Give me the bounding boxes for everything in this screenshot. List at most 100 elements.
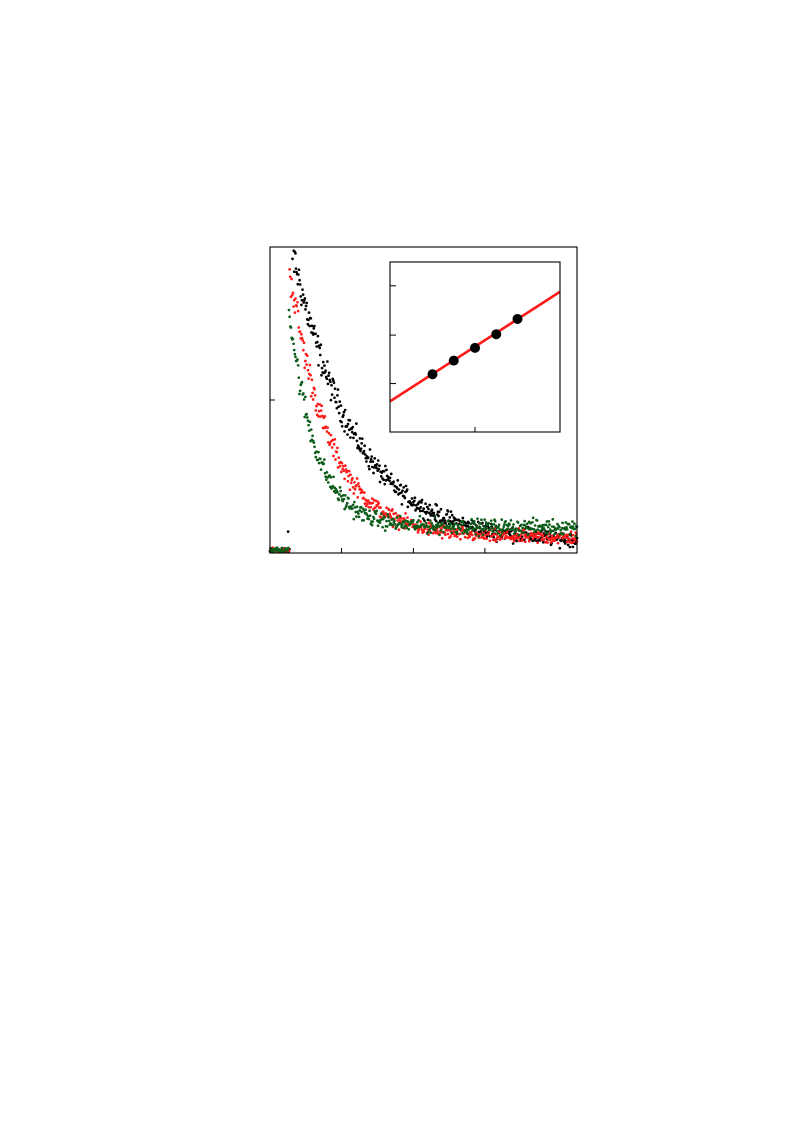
data-point xyxy=(449,522,453,526)
data-point xyxy=(514,536,518,540)
data-point xyxy=(420,501,423,504)
data-point xyxy=(501,531,504,534)
data-point xyxy=(412,499,416,503)
data-point xyxy=(553,539,557,543)
data-point xyxy=(531,520,534,524)
data-point xyxy=(351,476,354,480)
data-point xyxy=(402,526,405,530)
data-point xyxy=(421,509,424,513)
data-point xyxy=(292,270,296,274)
data-point xyxy=(351,485,355,489)
data-point xyxy=(319,343,323,347)
data-point xyxy=(330,393,334,396)
data-point xyxy=(297,273,300,276)
data-point xyxy=(535,532,538,536)
data-point xyxy=(488,528,492,532)
data-point xyxy=(348,488,352,492)
data-point xyxy=(313,445,316,449)
data-point xyxy=(404,524,408,528)
data-point xyxy=(443,519,447,522)
data-point xyxy=(404,484,408,488)
data-point xyxy=(572,540,576,544)
data-point xyxy=(510,528,514,532)
data-point xyxy=(320,366,324,370)
data-point xyxy=(300,298,304,302)
data-point xyxy=(399,483,403,487)
data-point xyxy=(342,497,346,501)
data-point xyxy=(405,488,409,491)
data-point xyxy=(375,466,378,470)
data-point xyxy=(531,532,534,536)
data-point xyxy=(323,414,327,418)
series-2 xyxy=(268,308,579,553)
data-point xyxy=(412,524,416,528)
data-point xyxy=(340,461,344,465)
data-point xyxy=(339,489,343,493)
data-point xyxy=(538,529,542,533)
data-point xyxy=(450,513,454,517)
data-point xyxy=(347,474,350,478)
data-point xyxy=(388,479,391,483)
data-point xyxy=(432,525,436,529)
data-point xyxy=(366,502,369,506)
data-point xyxy=(302,398,306,401)
data-point xyxy=(293,352,297,356)
data-point xyxy=(377,467,381,471)
data-point xyxy=(316,458,320,462)
data-point xyxy=(459,537,462,541)
data-point xyxy=(568,545,572,549)
data-point xyxy=(418,509,422,513)
data-point xyxy=(349,436,352,439)
data-point xyxy=(527,536,530,540)
data-point xyxy=(349,473,352,477)
data-point xyxy=(353,480,356,484)
data-point xyxy=(357,482,360,485)
data-point xyxy=(338,400,342,403)
main-series-layer xyxy=(268,249,579,553)
data-point xyxy=(574,534,578,538)
data-point xyxy=(442,530,445,534)
data-point xyxy=(300,303,303,307)
data-point xyxy=(552,529,555,533)
data-point xyxy=(389,472,393,476)
data-point xyxy=(405,526,409,530)
data-point xyxy=(481,533,485,537)
data-point xyxy=(301,288,304,291)
data-point xyxy=(366,499,370,502)
data-point xyxy=(293,311,297,314)
data-point xyxy=(555,536,559,539)
data-point xyxy=(291,337,295,341)
data-point xyxy=(363,444,366,448)
data-point xyxy=(424,502,427,506)
data-point xyxy=(544,523,548,527)
data-point xyxy=(466,532,470,535)
data-point xyxy=(476,517,479,521)
data-point xyxy=(371,520,375,523)
data-point xyxy=(448,515,452,519)
data-point xyxy=(489,519,493,523)
data-point xyxy=(305,416,309,419)
data-point xyxy=(559,531,563,535)
data-point xyxy=(393,519,396,523)
data-point xyxy=(385,519,388,523)
data-point xyxy=(521,531,525,534)
data-point xyxy=(500,518,504,521)
data-point xyxy=(355,505,359,509)
data-point xyxy=(425,510,429,514)
data-point xyxy=(369,458,373,461)
data-point xyxy=(550,534,554,538)
data-point xyxy=(391,517,395,521)
data-point xyxy=(479,522,483,525)
data-point xyxy=(325,430,329,433)
data-point xyxy=(296,300,299,304)
data-point xyxy=(334,458,337,461)
data-point xyxy=(369,460,372,464)
data-point xyxy=(340,420,343,424)
data-point xyxy=(492,522,496,526)
data-point xyxy=(379,506,382,509)
data-point xyxy=(310,378,314,382)
data-point xyxy=(401,489,404,493)
data-point xyxy=(441,519,445,523)
data-point xyxy=(468,535,471,539)
data-point xyxy=(302,301,306,304)
